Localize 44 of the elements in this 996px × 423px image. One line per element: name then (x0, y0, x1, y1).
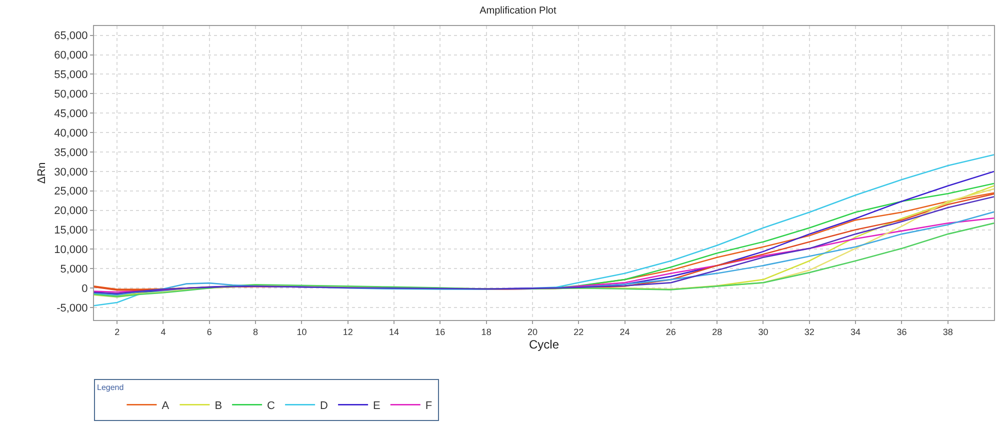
x-tick-label: 26 (666, 326, 676, 337)
x-tick-label: 12 (342, 326, 353, 337)
x-tick-label: 10 (296, 326, 307, 337)
y-tick-label: 65,000 (54, 30, 88, 42)
x-tick-label: 28 (712, 326, 722, 337)
x-tick-label: 4 (160, 326, 166, 337)
y-tick-label: 60,000 (54, 50, 88, 62)
legend-label: C (267, 400, 276, 412)
y-tick-label: 15,000 (54, 224, 88, 237)
chart-title: Amplification Plot (480, 5, 556, 16)
legend-label: D (320, 400, 328, 412)
y-tick-label: 55,000 (54, 69, 88, 82)
x-tick-label: 24 (620, 326, 630, 337)
x-axis-title: Cycle (528, 338, 560, 352)
x-tick-label: 8 (253, 326, 258, 337)
y-tick-label: 20,000 (54, 205, 88, 218)
y-tick-label: 0 (82, 282, 88, 295)
x-tick-label: 34 (850, 326, 861, 337)
y-tick-label: -5,000 (56, 302, 88, 314)
y-tick-label: 10,000 (54, 244, 88, 256)
legend-label: B (214, 400, 222, 412)
legend-title: Legend (97, 383, 124, 392)
y-tick-label: 5,000 (60, 264, 88, 276)
x-tick-label: 6 (206, 326, 212, 337)
x-tick-label: 30 (758, 326, 768, 337)
x-tick-label: 16 (435, 326, 446, 337)
y-axis-title: ΔRn (36, 162, 48, 184)
y-tick-label: 25,000 (54, 186, 88, 198)
x-tick-label: 22 (574, 326, 584, 337)
x-tick-label: 18 (481, 326, 492, 337)
x-tick-label: 2 (114, 326, 120, 337)
x-tick-label: 32 (804, 326, 814, 337)
y-tick-label: 35,000 (54, 146, 88, 159)
x-tick-label: 14 (388, 326, 400, 337)
y-tick-label: 50,000 (54, 88, 88, 101)
y-tick-label: 45,000 (54, 108, 88, 120)
y-tick-label: 30,000 (54, 166, 88, 178)
y-tick-label: 40,000 (54, 127, 88, 140)
x-tick-label: 20 (527, 326, 538, 337)
x-tick-label: 36 (896, 326, 907, 337)
x-tick-label: 38 (942, 326, 953, 337)
legend-label: A (162, 400, 170, 412)
legend-label: F (425, 400, 432, 412)
legend-label: E (373, 400, 380, 412)
